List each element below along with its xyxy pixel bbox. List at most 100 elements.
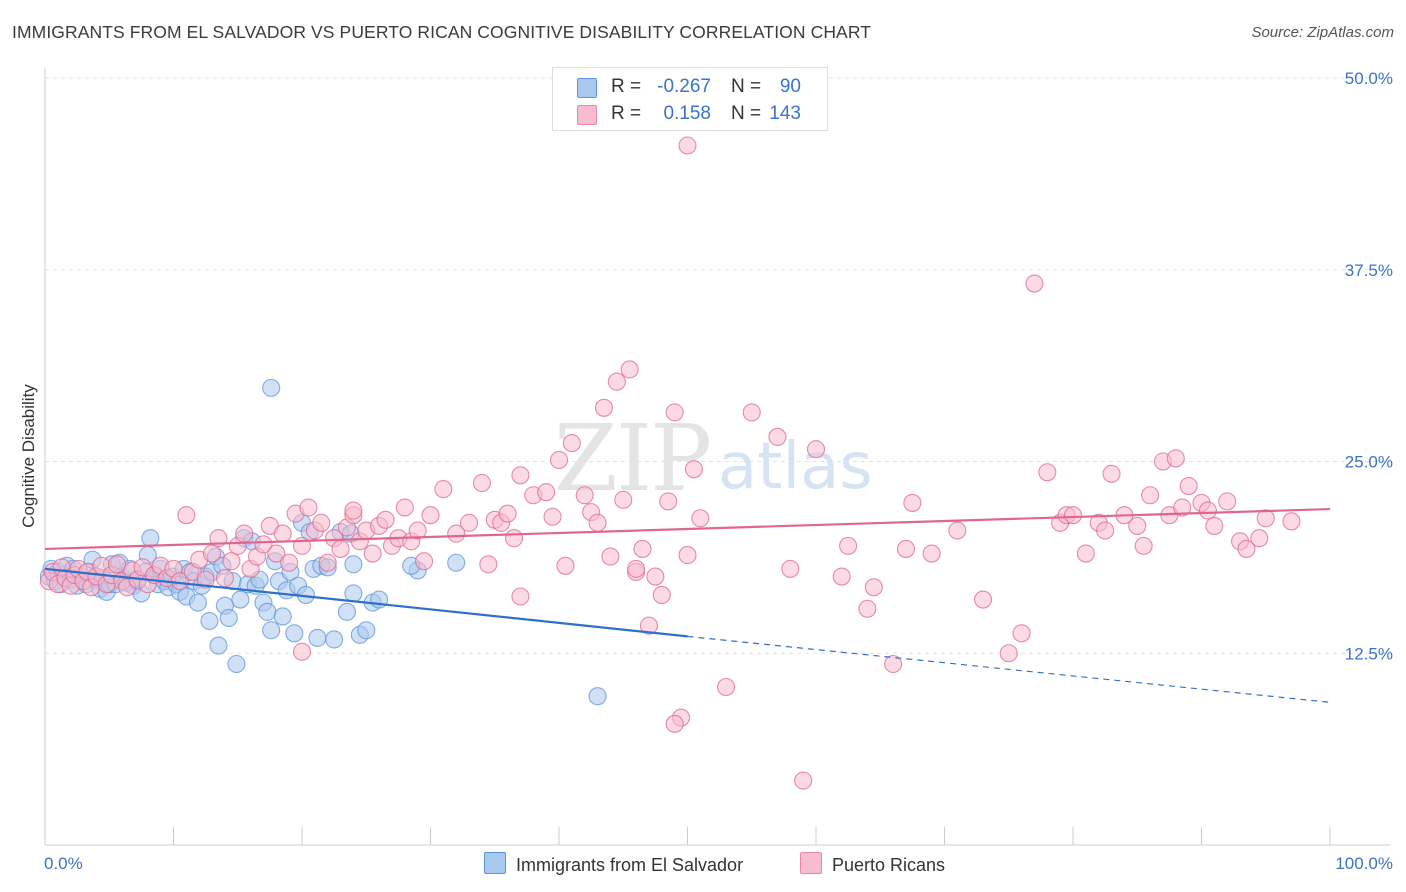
point-puerto-rican bbox=[395, 498, 414, 517]
point-puerto-rican bbox=[280, 553, 299, 572]
point-puerto-rican bbox=[1038, 463, 1057, 482]
tick-labels: 12.5% 25.0% 37.5% 50.0% 0.0% 100.0% bbox=[44, 69, 1393, 873]
point-el-salvador bbox=[344, 584, 363, 603]
point-puerto-rican bbox=[646, 567, 665, 586]
point-puerto-rican bbox=[222, 552, 241, 571]
point-puerto-rican bbox=[479, 555, 498, 574]
point-puerto-rican bbox=[177, 506, 196, 525]
point-puerto-rican bbox=[633, 539, 652, 558]
point-puerto-rican bbox=[1173, 498, 1192, 517]
point-puerto-rican bbox=[415, 552, 434, 571]
legend-label: Immigrants from El Salvador bbox=[516, 855, 744, 875]
y-tick-label: 25.0% bbox=[1345, 453, 1393, 472]
point-puerto-rican bbox=[594, 398, 614, 417]
point-puerto-rican bbox=[215, 569, 234, 588]
point-puerto-rican bbox=[614, 490, 633, 509]
point-puerto-rican bbox=[1198, 501, 1217, 520]
point-puerto-rican bbox=[858, 599, 877, 618]
point-el-salvador bbox=[262, 378, 281, 397]
point-puerto-rican bbox=[107, 555, 127, 574]
point-el-salvador bbox=[357, 621, 376, 640]
point-puerto-rican bbox=[678, 136, 697, 155]
point-puerto-rican bbox=[254, 535, 273, 554]
point-el-salvador bbox=[209, 636, 228, 655]
point-puerto-rican bbox=[1218, 492, 1237, 511]
point-puerto-rican bbox=[948, 521, 967, 540]
point-el-salvador bbox=[231, 590, 250, 609]
point-puerto-rican bbox=[691, 509, 710, 528]
point-puerto-rican bbox=[684, 460, 703, 479]
point-puerto-rican bbox=[434, 480, 453, 499]
point-el-salvador bbox=[337, 602, 357, 621]
point-el-salvador bbox=[188, 593, 207, 612]
legend-swatch-pink bbox=[800, 852, 822, 874]
point-el-salvador bbox=[141, 529, 160, 548]
point-puerto-rican bbox=[665, 714, 684, 733]
r-value: -0.267 bbox=[657, 76, 711, 97]
point-puerto-rican bbox=[511, 587, 530, 606]
point-puerto-rican bbox=[806, 440, 826, 459]
point-puerto-rican bbox=[1096, 521, 1115, 540]
point-puerto-rican bbox=[884, 654, 903, 674]
trend-line-el-salvador-extension bbox=[687, 635, 1331, 703]
point-puerto-rican bbox=[299, 498, 318, 517]
point-puerto-rican bbox=[588, 513, 607, 532]
point-puerto-rican bbox=[1250, 529, 1269, 548]
point-puerto-rican bbox=[549, 450, 569, 470]
point-puerto-rican bbox=[1012, 624, 1031, 643]
point-puerto-rican bbox=[1256, 509, 1275, 528]
point-puerto-rican bbox=[659, 492, 678, 511]
point-puerto-rican bbox=[459, 513, 479, 532]
legend-item-puerto-ricans[interactable]: Puerto Ricans bbox=[800, 852, 945, 876]
point-puerto-rican bbox=[447, 524, 466, 543]
point-puerto-rican bbox=[472, 473, 491, 493]
point-puerto-rican bbox=[292, 642, 312, 661]
point-puerto-rican bbox=[1025, 274, 1044, 293]
trend-line-puerto-ricans bbox=[44, 507, 1331, 551]
point-puerto-rican bbox=[376, 510, 395, 529]
legend-swatch-blue bbox=[484, 852, 506, 874]
data-points bbox=[39, 81, 1301, 790]
point-puerto-rican bbox=[973, 590, 993, 609]
point-puerto-rican bbox=[1102, 464, 1121, 483]
point-puerto-rican bbox=[768, 427, 787, 447]
point-puerto-rican bbox=[620, 360, 639, 379]
point-puerto-rican bbox=[1237, 539, 1256, 558]
point-puerto-rican bbox=[312, 513, 331, 532]
point-puerto-rican bbox=[543, 507, 562, 526]
point-puerto-rican bbox=[665, 403, 684, 422]
point-puerto-rican bbox=[627, 559, 646, 578]
point-puerto-rican bbox=[504, 529, 524, 548]
source-label: Source: ZipAtlas.com bbox=[1251, 24, 1394, 41]
point-puerto-rican bbox=[408, 521, 427, 540]
point-el-salvador bbox=[227, 654, 246, 674]
point-puerto-rican bbox=[999, 644, 1018, 663]
point-puerto-rican bbox=[203, 544, 222, 563]
point-puerto-rican bbox=[575, 486, 594, 505]
y-axis-label: Cognitive Disability bbox=[19, 384, 38, 528]
point-puerto-rican bbox=[903, 493, 922, 512]
point-puerto-rican bbox=[716, 677, 736, 697]
stats-row-puerto-ricans: R = 0.158 N = 143 bbox=[553, 101, 827, 129]
point-puerto-rican bbox=[1205, 516, 1224, 535]
point-puerto-rican bbox=[864, 578, 883, 597]
point-puerto-rican bbox=[1128, 516, 1147, 535]
point-puerto-rican bbox=[273, 524, 292, 543]
point-puerto-rican bbox=[678, 546, 697, 565]
point-puerto-rican bbox=[832, 567, 851, 586]
point-puerto-rican bbox=[421, 506, 440, 525]
trend-lines bbox=[44, 507, 1331, 703]
point-puerto-rican bbox=[781, 559, 800, 578]
y-tick-label: 37.5% bbox=[1345, 261, 1393, 280]
axes bbox=[44, 68, 1390, 846]
stats-row-el-salvador: R = -0.267 N = 90 bbox=[553, 74, 827, 102]
point-puerto-rican bbox=[1141, 486, 1160, 505]
point-el-salvador bbox=[325, 630, 344, 649]
n-value: 90 bbox=[779, 76, 801, 97]
stats-box: R = -0.267 N = 90 R = 0.158 N = 143 bbox=[552, 67, 828, 131]
legend-item-el-salvador[interactable]: Immigrants from El Salvador bbox=[484, 852, 743, 876]
point-el-salvador bbox=[588, 687, 607, 706]
point-puerto-rican bbox=[318, 553, 337, 572]
point-puerto-rican bbox=[1179, 476, 1198, 496]
